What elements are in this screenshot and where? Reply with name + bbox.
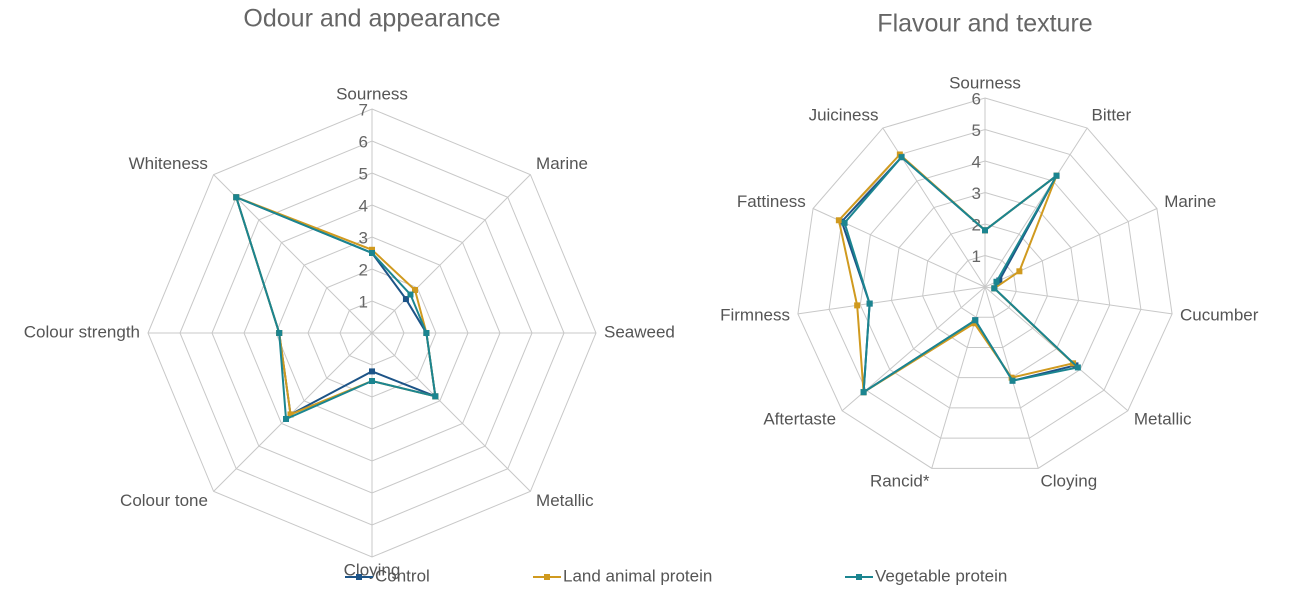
point [283, 415, 290, 422]
spoke [213, 174, 373, 334]
axis-label: Sourness [949, 73, 1021, 92]
axis-label: Cucumber [1180, 305, 1259, 324]
point [860, 389, 867, 396]
axis-label: Marine [1164, 192, 1216, 211]
grid-ring [922, 223, 1048, 348]
r-tick-label: 6 [972, 89, 981, 108]
point [233, 194, 240, 201]
axis-label: Cloying [1041, 471, 1098, 490]
legend-marker [356, 574, 362, 580]
legend-label: Land animal protein [563, 566, 712, 585]
axis-label: Firmness [720, 305, 790, 324]
spoke [371, 174, 531, 334]
point [276, 330, 283, 336]
spoke [371, 332, 531, 492]
point [287, 411, 294, 418]
chart-title: Odour and appearance [243, 5, 500, 33]
spoke [984, 127, 1088, 288]
point [835, 217, 842, 224]
grid-ring [859, 160, 1111, 409]
point [866, 300, 873, 307]
point [1009, 377, 1016, 384]
grid-ring [797, 97, 1173, 469]
point [369, 250, 375, 256]
point [369, 246, 375, 253]
point [841, 219, 848, 226]
spoke [984, 286, 1173, 315]
legend-label: Control [375, 566, 430, 585]
r-tick-label: 2 [972, 215, 981, 234]
series-line [843, 155, 1080, 395]
point [1074, 364, 1081, 371]
axis-label: Marine [536, 154, 588, 173]
axis-label: Sourness [336, 84, 408, 103]
point [369, 368, 375, 375]
axis-label: Colour tone [120, 491, 208, 510]
grid-ring [953, 254, 1017, 318]
axis-label: Whiteness [129, 154, 208, 173]
point [972, 317, 979, 324]
r-tick-label: 3 [972, 184, 981, 203]
r-tick-label: 1 [359, 292, 368, 311]
point [971, 320, 978, 327]
axis-label: Bitter [1092, 106, 1132, 125]
point [991, 285, 998, 292]
spoke [931, 286, 986, 469]
point [993, 278, 1000, 285]
axis-label: Metallic [536, 491, 594, 510]
spoke [984, 208, 1158, 288]
legend-marker [544, 574, 550, 580]
axis-label: Colour strength [24, 322, 140, 341]
point [411, 287, 418, 294]
r-tick-label: 5 [359, 164, 368, 183]
point [982, 227, 988, 234]
r-tick-label: 5 [972, 121, 981, 140]
axis-label: Fattiness [737, 192, 806, 211]
point [854, 302, 861, 309]
point [407, 291, 414, 298]
r-tick-label: 3 [359, 228, 368, 247]
r-tick-label: 2 [359, 260, 368, 279]
point [402, 296, 409, 303]
axis-label: Rancid* [870, 471, 930, 490]
legend-label: Vegetable protein [875, 566, 1007, 585]
r-tick-label: 7 [359, 100, 368, 119]
point [432, 393, 439, 400]
axis-label: Juiciness [809, 106, 879, 125]
r-tick-label: 1 [972, 247, 981, 266]
grid-ring [890, 191, 1080, 379]
point [423, 330, 430, 336]
r-tick-label: 6 [359, 132, 368, 151]
point [898, 154, 905, 161]
axis-label: Aftertaste [763, 409, 836, 428]
axis-label: Metallic [1134, 409, 1192, 428]
axis-label: Seaweed [604, 322, 675, 341]
r-tick-label: 4 [972, 152, 981, 171]
point [369, 378, 375, 384]
chart-title: Flavour and texture [877, 10, 1092, 38]
point [1016, 268, 1023, 275]
legend-marker [856, 574, 862, 580]
spoke [797, 286, 986, 315]
spoke [984, 286, 1129, 412]
point [1053, 172, 1060, 179]
r-tick-label: 4 [359, 196, 368, 215]
